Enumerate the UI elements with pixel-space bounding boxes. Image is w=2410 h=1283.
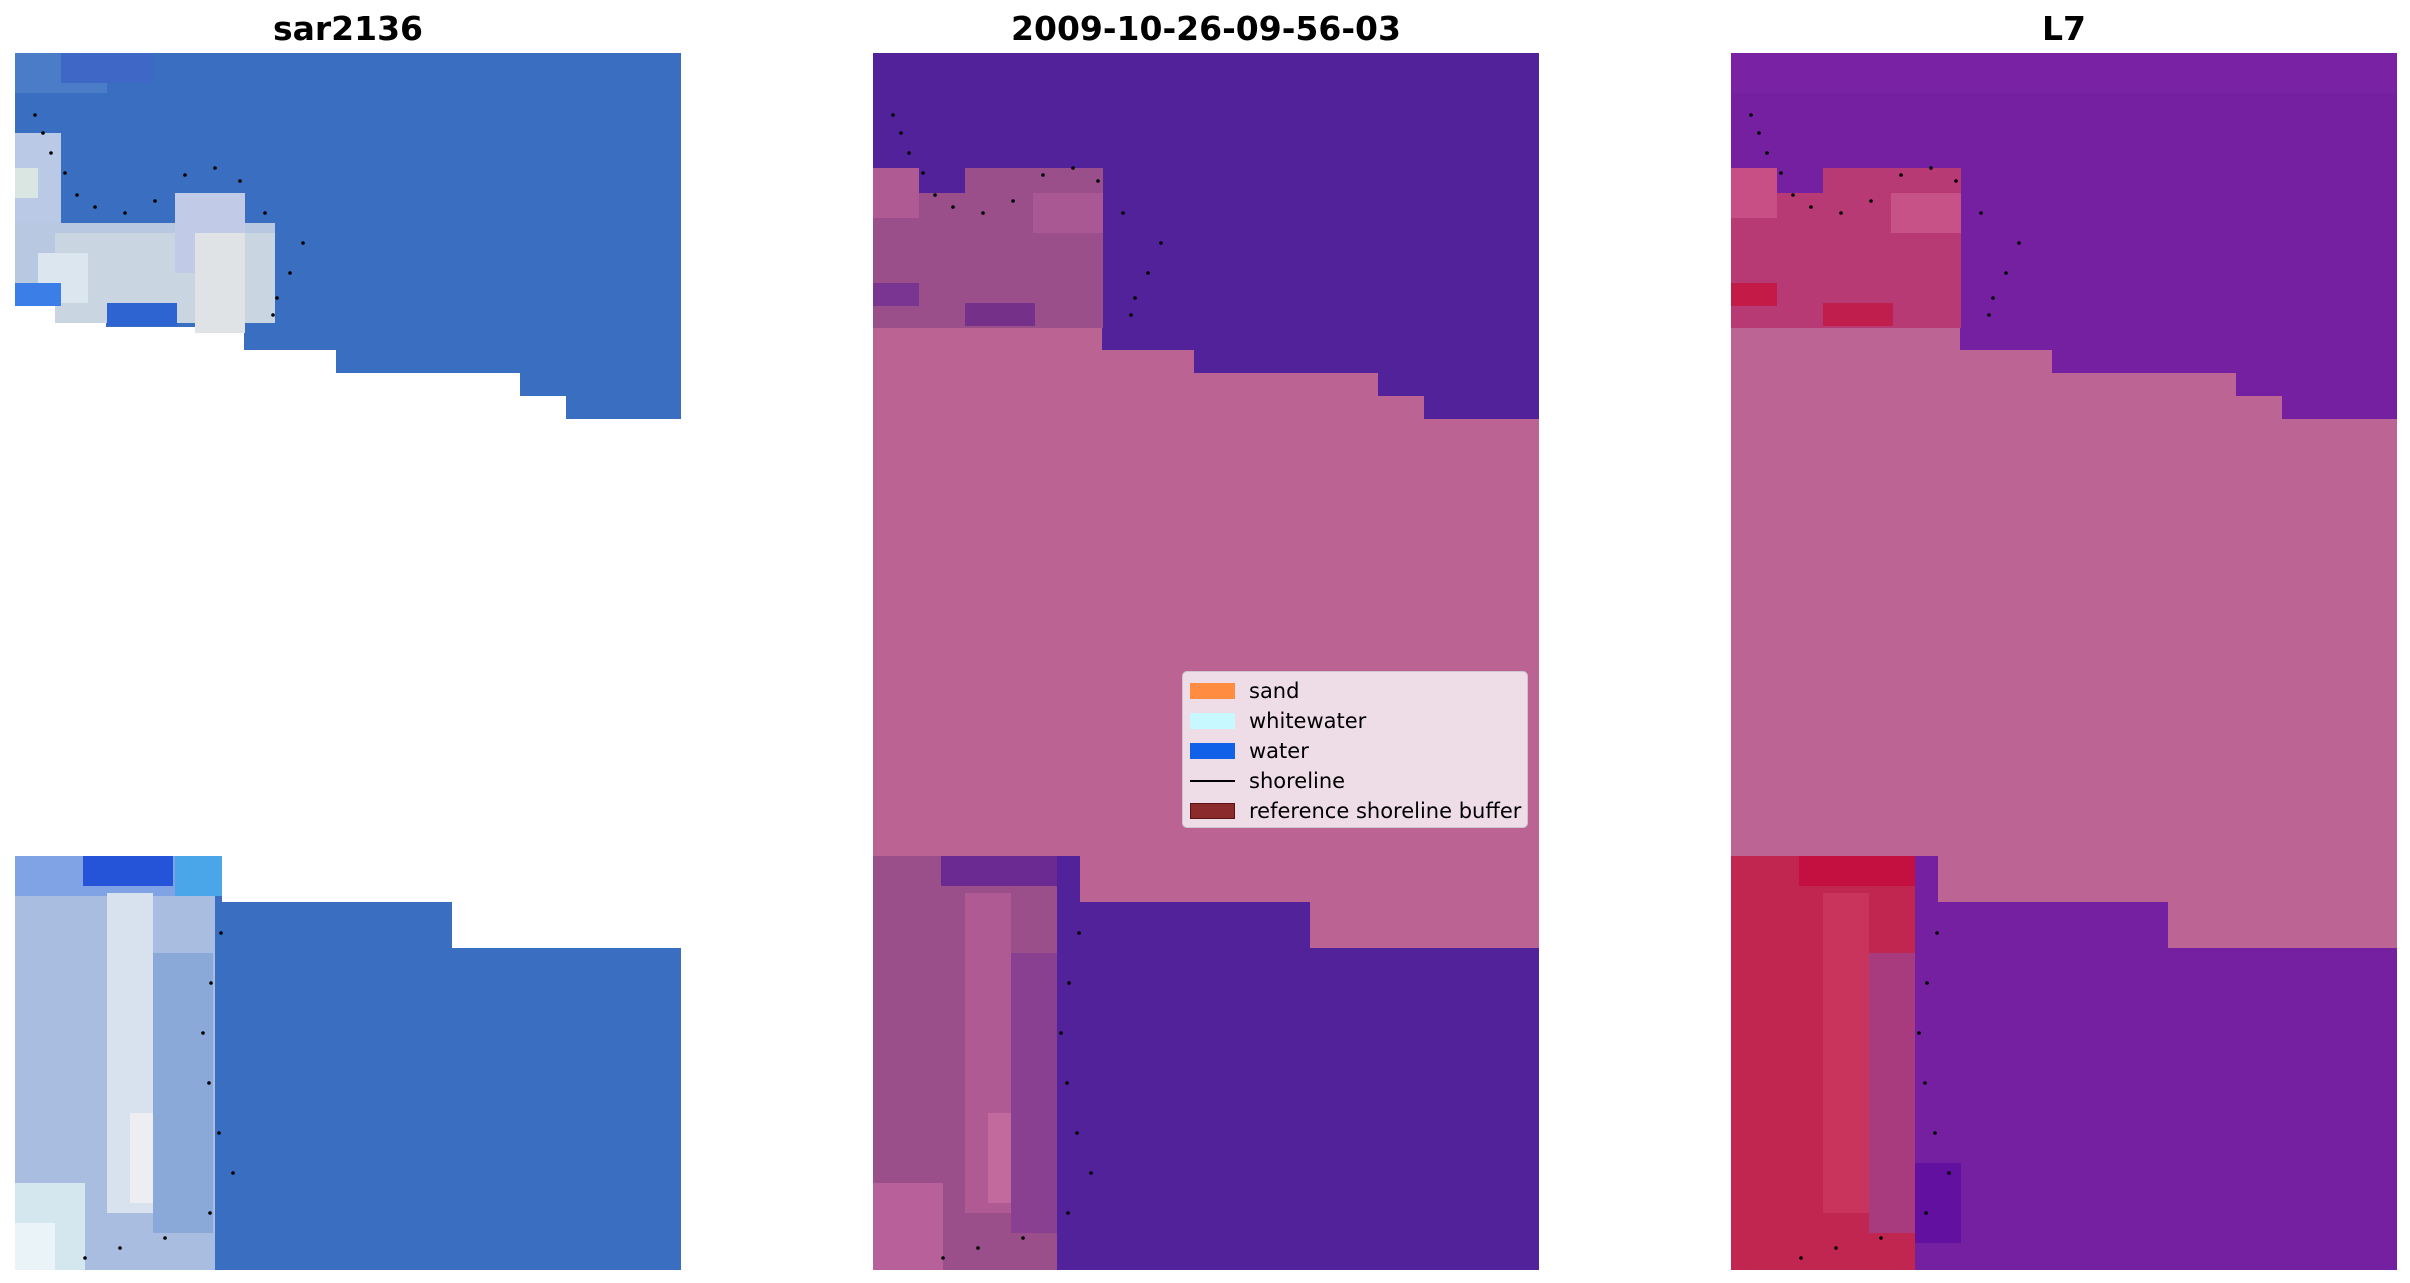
rgb-bottom-whitewater <box>15 856 222 1270</box>
rgb-image <box>15 53 681 1270</box>
index-shoreline <box>1749 113 2021 1260</box>
legend-item-whitewater: whitewater <box>1183 705 1527 735</box>
legend-item-shoreline: shoreline <box>1183 765 1527 795</box>
legend-swatch-water <box>1190 743 1235 759</box>
index-image <box>1731 53 2397 1270</box>
class-bottom-land <box>873 856 1057 1270</box>
rgb-top-whitewater <box>15 53 275 333</box>
class-top-water <box>873 53 1539 419</box>
index-bottom-land <box>1731 856 1961 1270</box>
legend-swatch-whitewater <box>1190 713 1235 729</box>
rgb-shoreline <box>33 113 305 1260</box>
index-top-land <box>1731 53 2397 328</box>
legend-label-whitewater: whitewater <box>1249 709 1367 733</box>
legend-label-reference-buffer: reference shoreline buffer <box>1249 799 1522 823</box>
legend-item-sand: sand <box>1183 675 1527 705</box>
legend-item-reference-buffer: reference shoreline buffer <box>1183 795 1527 825</box>
panel-title-rgb: sar2136 <box>272 9 424 48</box>
legend-label-sand: sand <box>1249 679 1300 703</box>
panel-title-date: 2009-10-26-09-56-03 <box>1011 9 1401 48</box>
rgb-image-panel <box>15 53 681 1270</box>
legend-line-shoreline <box>1190 780 1235 782</box>
class-top-land <box>873 133 1103 328</box>
legend: sand whitewater water shoreline referenc… <box>1182 671 1528 828</box>
index-top-water <box>1731 53 2397 419</box>
legend-item-water: water <box>1183 735 1527 765</box>
rgb-top-water <box>15 53 681 419</box>
class-shoreline <box>891 113 1163 1260</box>
legend-label-water: water <box>1249 739 1309 763</box>
legend-swatch-sand <box>1190 683 1235 699</box>
classified-image-panel <box>873 53 1539 1270</box>
legend-swatch-reference-buffer <box>1190 803 1235 819</box>
panel-title-satellite: L7 <box>2042 9 2086 48</box>
classified-image <box>873 53 1539 1270</box>
legend-label-shoreline: shoreline <box>1249 769 1346 793</box>
index-image-panel <box>1731 53 2397 1270</box>
